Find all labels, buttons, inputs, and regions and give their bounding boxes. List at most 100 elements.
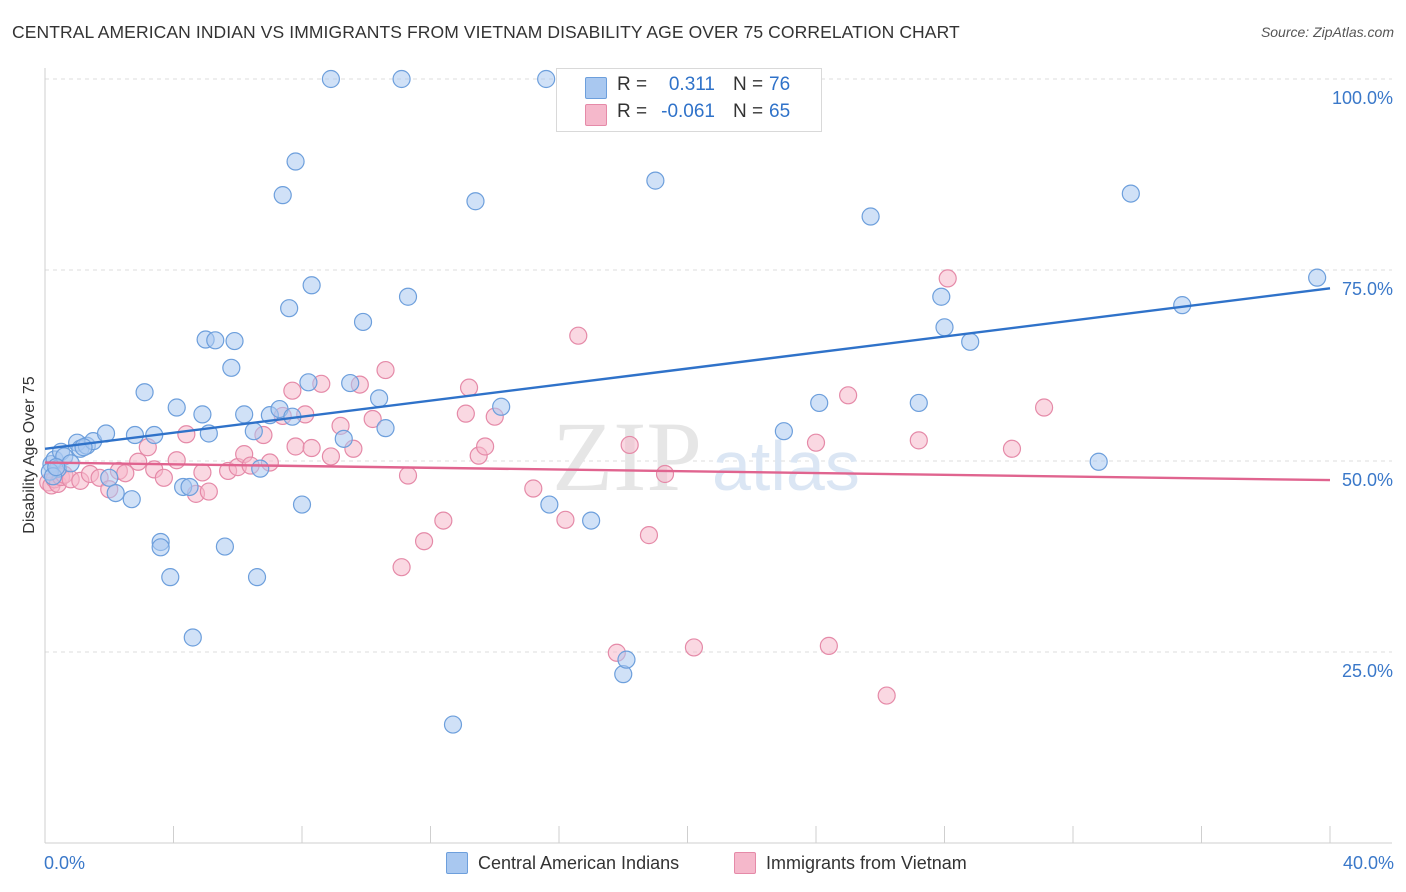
data-point	[476, 437, 495, 456]
bottom-legend-item-pink: Immigrants from Vietnam	[734, 852, 967, 874]
data-point	[106, 483, 125, 503]
data-point	[129, 452, 148, 471]
data-point	[1121, 184, 1140, 203]
data-point	[556, 510, 575, 529]
data-point	[299, 373, 318, 392]
legend-row-pink: R = -0.061 N = 65	[557, 101, 821, 127]
tick-labels: 25.0% 50.0% 75.0% 100.0%	[1332, 88, 1393, 681]
data-point	[935, 318, 954, 337]
data-point	[569, 326, 588, 345]
data-point	[392, 69, 411, 89]
data-point	[466, 192, 485, 211]
legend-n-value: 76	[769, 74, 791, 95]
data-point	[414, 532, 434, 551]
data-point	[161, 568, 180, 587]
data-point	[183, 628, 202, 647]
bottom-legend-label: Immigrants from Vietnam	[766, 852, 967, 873]
legend-r-value: -0.061	[661, 101, 715, 122]
legend-n-label: N =	[733, 101, 764, 122]
data-point	[961, 332, 980, 351]
data-point	[251, 459, 270, 478]
legend-swatch-pink	[585, 104, 607, 126]
data-point	[443, 715, 463, 734]
legend-n-label: N =	[733, 74, 764, 95]
y-axis-label: Disability Age Over 75	[21, 376, 38, 534]
data-point	[1034, 398, 1054, 417]
data-point	[376, 419, 395, 438]
data-point	[167, 451, 186, 470]
data-point	[639, 526, 659, 545]
data-point	[154, 468, 173, 487]
trend-line-blue	[44, 287, 1331, 450]
data-point	[684, 638, 704, 657]
data-point	[280, 299, 299, 318]
data-point	[47, 458, 66, 477]
watermark: ZIP atlas	[552, 401, 860, 512]
bottom-legend-swatch-blue	[446, 852, 468, 874]
trend-lines	[44, 287, 1331, 482]
data-point	[125, 425, 145, 445]
legend-swatch-blue	[585, 77, 607, 99]
data-point	[180, 477, 199, 497]
data-point	[334, 429, 353, 448]
data-point	[321, 69, 341, 89]
data-point	[646, 171, 665, 190]
data-point	[537, 69, 556, 89]
data-point	[321, 447, 341, 466]
data-point	[302, 276, 321, 295]
data-point	[193, 463, 212, 482]
data-point	[620, 435, 639, 455]
data-point	[74, 438, 93, 457]
data-point	[273, 186, 292, 205]
data-point	[810, 393, 829, 413]
data-point	[193, 405, 212, 424]
trend-line-pink	[44, 461, 1331, 482]
data-point	[151, 538, 170, 557]
data-point	[341, 373, 360, 393]
y-tick-label: 75.0%	[1342, 279, 1393, 299]
data-point	[370, 389, 389, 408]
data-point	[283, 381, 302, 400]
data-point	[100, 468, 119, 487]
data-point	[122, 490, 141, 509]
data-point	[1089, 452, 1108, 471]
data-point	[302, 438, 321, 458]
data-point	[774, 422, 793, 441]
data-point	[932, 287, 951, 306]
data-point	[839, 386, 858, 405]
data-point	[135, 383, 154, 402]
data-point	[492, 397, 511, 416]
data-point	[655, 464, 675, 484]
data-point	[398, 466, 418, 485]
watermark-zip: ZIP	[552, 401, 702, 512]
y-tick-label: 50.0%	[1342, 470, 1393, 490]
source-credit: Source: ZipAtlas.com	[1260, 24, 1394, 40]
data-point	[434, 511, 453, 530]
data-point	[524, 479, 543, 498]
data-point	[582, 511, 601, 530]
data-point	[215, 537, 234, 556]
data-point	[177, 425, 196, 444]
data-point	[235, 405, 254, 424]
data-point	[167, 398, 186, 417]
chart-title: CENTRAL AMERICAN INDIAN VS IMMIGRANTS FR…	[12, 22, 960, 42]
data-point	[819, 636, 838, 655]
bottom-legend-label: Central American Indians	[478, 852, 680, 873]
data-point	[877, 686, 896, 705]
bottom-legend-item-blue: Central American Indians	[446, 852, 679, 874]
y-tick-label: 100.0%	[1332, 88, 1393, 108]
data-point	[206, 331, 225, 350]
bottom-legend-swatch-pink	[734, 852, 756, 874]
data-point	[244, 422, 263, 441]
x-tick-label-max: 40.0%	[1342, 853, 1394, 873]
data-point	[909, 393, 928, 413]
y-tick-label: 25.0%	[1342, 661, 1393, 681]
data-point	[617, 650, 636, 669]
data-point	[363, 409, 382, 429]
legend-r-label: R =	[617, 101, 648, 122]
data-point	[376, 360, 395, 380]
legend-n-value: 65	[769, 101, 791, 122]
series-central-american-indians	[40, 69, 1327, 734]
data-point	[909, 431, 928, 450]
